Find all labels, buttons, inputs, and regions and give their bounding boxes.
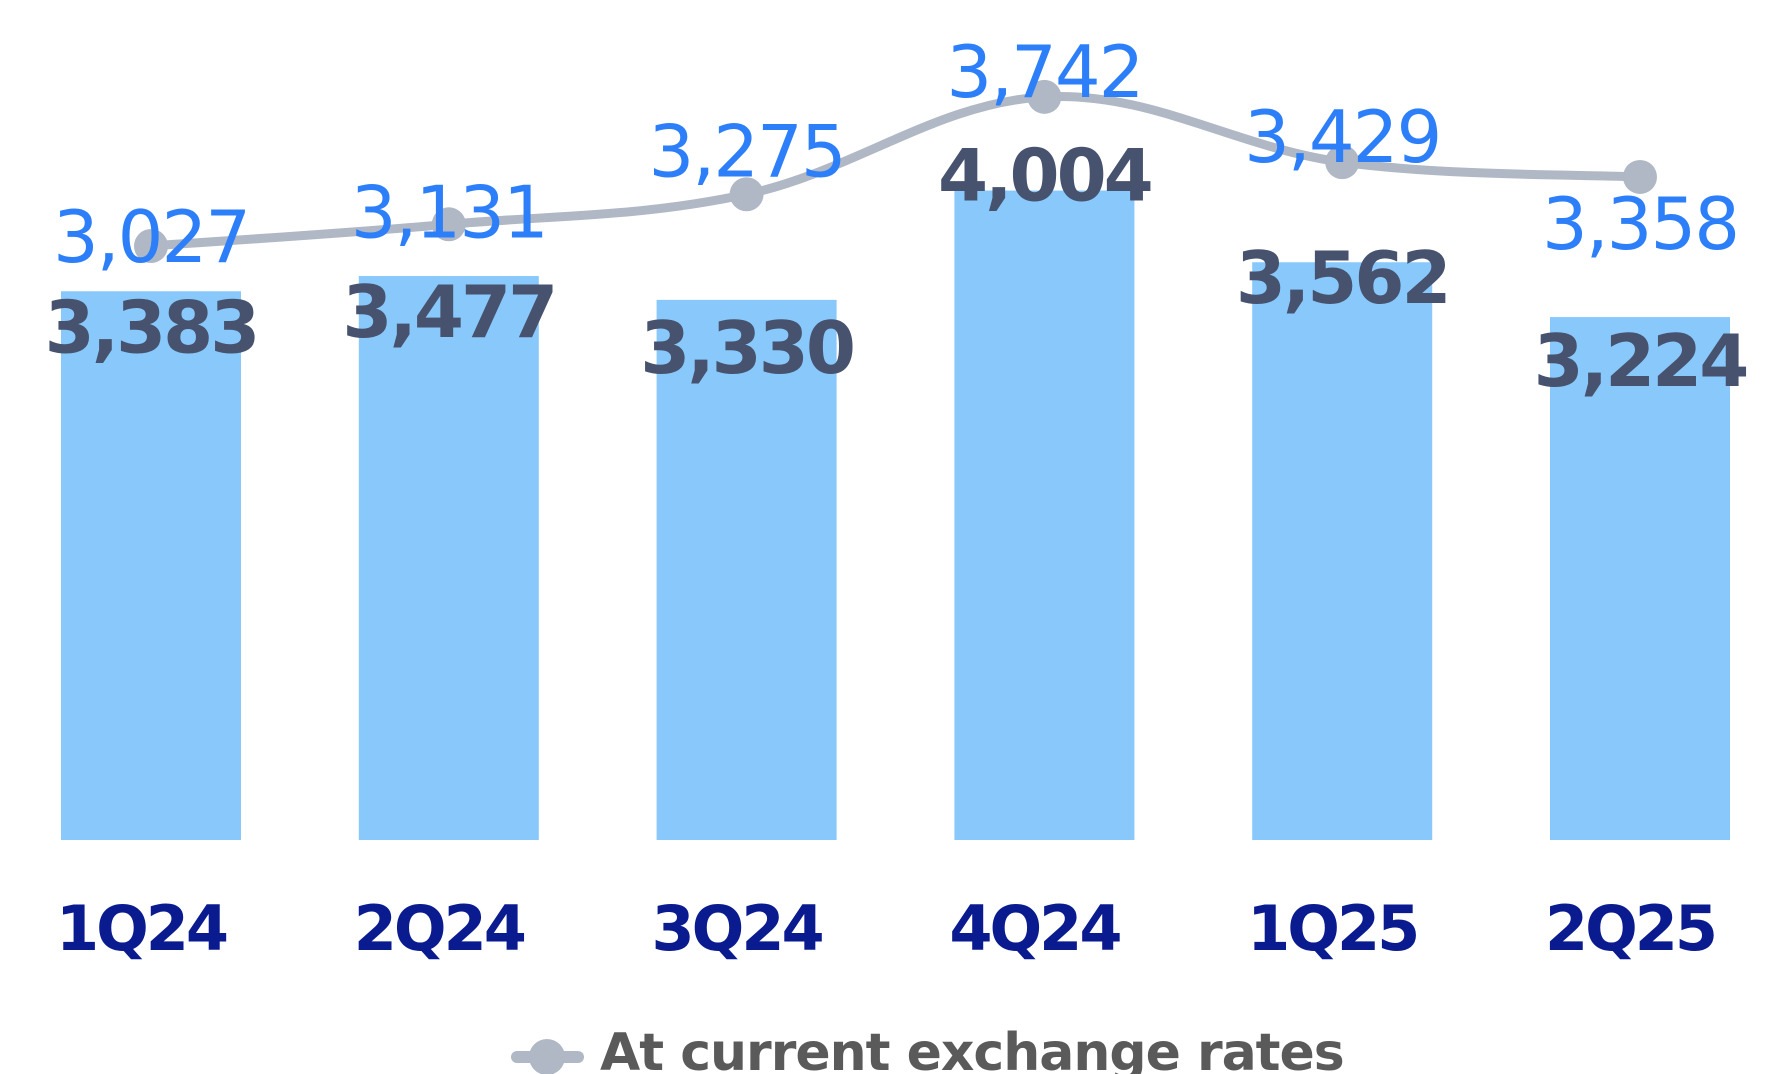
bar-value-label-2Q24: 3,477 [342, 270, 555, 354]
bar-value-label-3Q24: 3,330 [640, 306, 853, 390]
bar-value-label-4Q24: 4,004 [938, 134, 1151, 218]
bar-labels-layer: 3,383 3,477 3,330 4,004 3,562 3,224 [45, 134, 1750, 404]
legend-dot-marker [529, 1039, 565, 1074]
category-labels-layer: 1Q24 2Q24 3Q24 4Q24 1Q25 2Q25 [56, 892, 1718, 965]
bar-value-label-1Q24: 3,383 [45, 285, 258, 369]
line-value-label-2Q25: 3,358 [1542, 182, 1738, 266]
legend-label: At current exchange rates [600, 1023, 1344, 1074]
line-point-4Q24 [1027, 79, 1062, 114]
line-value-label-2Q24: 3,131 [351, 170, 547, 254]
line-point-2Q25 [1623, 159, 1657, 194]
line-layer [146, 91, 1645, 251]
bar-2Q25 [1550, 317, 1730, 840]
bar-1Q24 [61, 291, 241, 840]
category-label-1Q24: 1Q24 [56, 892, 227, 965]
line-point-3Q24 [729, 177, 764, 212]
line-point-1Q24 [134, 229, 168, 263]
bar-value-label-1Q25: 3,562 [1236, 236, 1449, 320]
legend: At current exchange rates [511, 1023, 1345, 1074]
line-series-path [146, 91, 1645, 251]
bars-layer [61, 190, 1730, 840]
bar-1Q25 [1252, 262, 1433, 840]
category-label-2Q24: 2Q24 [354, 892, 525, 965]
category-label-1Q25: 1Q25 [1247, 892, 1417, 965]
line-point-2Q24 [431, 207, 466, 242]
line-value-label-1Q25: 3,429 [1244, 95, 1440, 179]
category-label-2Q25: 2Q25 [1545, 892, 1715, 965]
bar-value-label-2Q25: 3,224 [1534, 319, 1747, 403]
category-label-3Q24: 3Q24 [652, 892, 823, 965]
category-label-4Q24: 4Q24 [949, 892, 1120, 965]
points-layer [134, 79, 1657, 263]
line-value-label-1Q24: 3,027 [53, 195, 249, 279]
line-point-1Q25 [1325, 145, 1360, 180]
bar-3Q24 [656, 299, 837, 840]
line-labels-layer: 3,027 3,131 3,275 3,742 3,429 3,358 [53, 30, 1740, 279]
bar-4Q24 [954, 190, 1135, 840]
bar-2Q24 [358, 276, 539, 840]
line-value-label-3Q24: 3,275 [649, 109, 845, 193]
line-value-label-4Q24: 3,742 [946, 30, 1142, 114]
